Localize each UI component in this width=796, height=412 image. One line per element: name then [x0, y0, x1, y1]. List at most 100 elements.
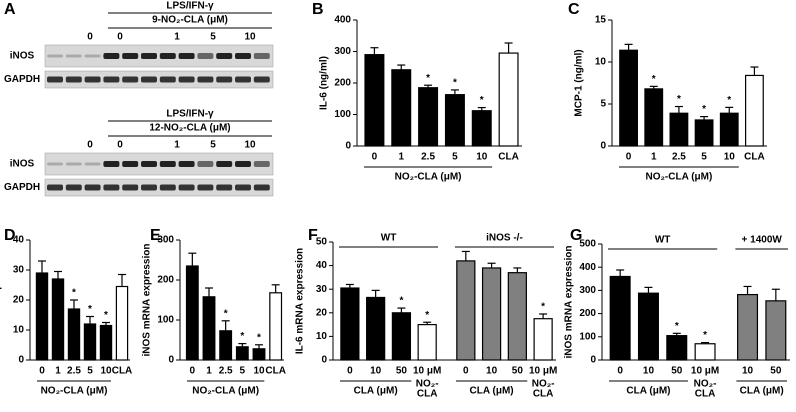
significance-star: * — [425, 310, 429, 321]
bar — [498, 52, 519, 147]
blot-band — [159, 53, 176, 59]
x-tick-label: CLA — [744, 152, 765, 163]
blot-band — [253, 76, 270, 83]
blot-band — [235, 161, 251, 167]
blot-band — [141, 184, 157, 191]
bar — [35, 272, 49, 361]
y-axis-label: IL-6 mRNA expression — [295, 248, 306, 354]
significance-star: * — [240, 331, 244, 342]
y-tick-label: 20 — [316, 307, 328, 318]
x-tick-label: 2.5 — [672, 152, 686, 163]
x-tick-label: 10 — [742, 366, 754, 377]
panel-letter: G — [570, 227, 582, 244]
bar — [444, 94, 465, 147]
y-tick-label: 30 — [316, 284, 328, 295]
x-tick-label: 1 — [651, 152, 657, 163]
bar — [115, 285, 129, 361]
bar — [235, 346, 249, 361]
bar — [364, 54, 385, 147]
x-tick-label: 0 — [39, 366, 45, 377]
blot-membrane — [44, 152, 274, 176]
bar — [471, 110, 492, 147]
blot-band — [141, 76, 157, 83]
treatment-label: LPS/IFN-γ — [166, 109, 214, 120]
blot-band — [253, 161, 270, 167]
y-tick-label: 0 — [590, 355, 596, 366]
section-label: iNOS -/- — [486, 233, 523, 244]
blot-band — [235, 76, 251, 83]
x-tick-label: CLA — [265, 366, 286, 377]
x-tick-label: 10 — [476, 152, 488, 163]
blot-band — [65, 54, 82, 58]
bar — [185, 265, 199, 361]
y-tick-label: 15 — [595, 15, 607, 26]
blot-membrane — [44, 178, 274, 197]
y-axis-label: IL-6 (ng/ml) — [319, 56, 330, 110]
bar — [637, 292, 659, 361]
significance-star: * — [88, 304, 92, 315]
bar — [67, 308, 81, 361]
blot-band — [216, 53, 233, 59]
x-tick-label: 2.5 — [219, 366, 233, 377]
y-tick-label: 0 — [345, 141, 351, 152]
x-tick-label: 10 — [370, 366, 382, 377]
blot-band — [253, 53, 270, 59]
significance-star: * — [426, 73, 430, 84]
bar — [533, 318, 553, 361]
y-tick-label: 0 — [18, 355, 24, 366]
x-tick-label: 50 — [671, 366, 683, 377]
blot-band — [216, 76, 233, 83]
x-tick-label: 0 — [617, 366, 623, 377]
bar — [609, 275, 631, 361]
x-tick-label: 1 — [55, 366, 61, 377]
bar — [481, 267, 502, 361]
blot-band — [122, 76, 139, 83]
blot-band — [65, 162, 82, 166]
group-label: CLA (μM) — [354, 386, 398, 397]
lane-label: 0 — [87, 32, 93, 43]
lane-label: 1 — [174, 32, 180, 43]
significance-star: * — [675, 321, 679, 332]
group-label: CLA — [417, 389, 438, 400]
x-tick-label: 10 μM — [529, 366, 557, 377]
panel-letter: D — [4, 227, 16, 244]
significance-star: * — [104, 310, 108, 321]
bar — [51, 278, 65, 361]
x-tick-label: 2.5 — [421, 152, 435, 163]
panel-letter: A — [4, 1, 16, 18]
blot-band — [103, 161, 120, 167]
bar — [694, 343, 716, 361]
x-tick-label: 10 — [100, 366, 112, 377]
bar — [507, 272, 527, 361]
y-tick-label: 5 — [600, 99, 606, 110]
bar — [391, 312, 412, 361]
row-label: iNOS — [10, 159, 35, 170]
lane-label: 5 — [210, 140, 216, 151]
bar — [737, 293, 759, 361]
significance-star: * — [727, 95, 731, 106]
x-tick-label: 0 — [626, 152, 632, 163]
x-tick-label: 10 — [724, 152, 736, 163]
row-label: GAPDH — [4, 74, 40, 85]
lane-label: 10 — [244, 32, 256, 43]
blot-band — [141, 161, 157, 167]
blot-band — [122, 184, 139, 191]
y-tick-label: 10 — [595, 57, 607, 68]
significance-star: * — [399, 296, 403, 307]
panel-letter: B — [312, 1, 324, 18]
blot-band — [47, 162, 63, 166]
y-tick-label: 300 — [579, 285, 596, 296]
bar — [202, 296, 216, 361]
x-tick-label: 1 — [398, 152, 404, 163]
x-tick-label: 5 — [701, 152, 707, 163]
x-tick-label: 1 — [206, 366, 212, 377]
blot-band — [197, 76, 214, 83]
significance-star: * — [257, 332, 261, 343]
group-label: NO₂- — [416, 379, 439, 390]
bar — [417, 324, 437, 361]
significance-star: * — [652, 74, 656, 85]
bar — [219, 330, 233, 361]
significance-star: * — [703, 330, 707, 341]
bar — [269, 292, 283, 361]
